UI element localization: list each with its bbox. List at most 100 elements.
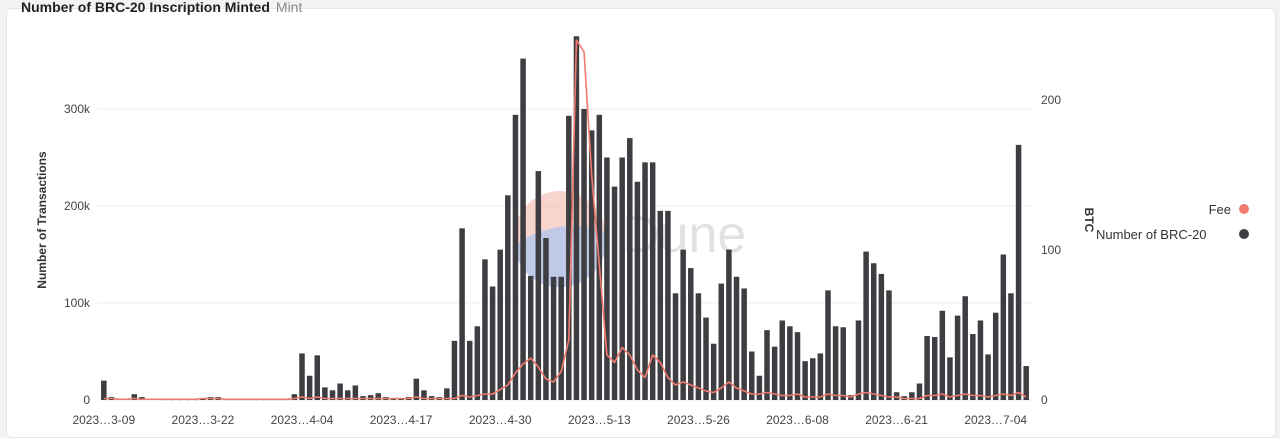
bar[interactable] bbox=[825, 290, 831, 400]
bar[interactable] bbox=[413, 378, 420, 400]
bar[interactable] bbox=[421, 390, 427, 400]
bar[interactable] bbox=[756, 375, 763, 400]
x-tick-label: 2023…4-30 bbox=[469, 413, 532, 427]
bar[interactable] bbox=[855, 320, 862, 400]
bar[interactable] bbox=[520, 58, 526, 401]
bar[interactable] bbox=[543, 238, 549, 400]
bar[interactable] bbox=[665, 210, 671, 400]
bar[interactable] bbox=[489, 286, 496, 400]
bar[interactable] bbox=[718, 283, 725, 400]
bar[interactable] bbox=[916, 383, 923, 400]
bar[interactable] bbox=[688, 268, 694, 400]
bar[interactable] bbox=[909, 392, 915, 400]
bar[interactable] bbox=[101, 380, 107, 400]
bar[interactable] bbox=[367, 395, 374, 400]
bar[interactable] bbox=[886, 290, 892, 400]
bar[interactable] bbox=[451, 340, 458, 400]
bar[interactable] bbox=[672, 293, 679, 400]
bar[interactable] bbox=[1015, 144, 1022, 400]
bar[interactable] bbox=[931, 336, 938, 400]
bar[interactable] bbox=[992, 312, 999, 400]
bar[interactable] bbox=[588, 130, 595, 400]
bar[interactable] bbox=[703, 317, 709, 400]
bar[interactable] bbox=[741, 288, 747, 400]
bar[interactable] bbox=[726, 249, 732, 400]
bar[interactable] bbox=[619, 157, 625, 401]
bar[interactable] bbox=[779, 320, 785, 400]
bar[interactable] bbox=[1008, 293, 1014, 400]
bar[interactable] bbox=[764, 330, 770, 400]
x-tick-label: 2023…5-13 bbox=[568, 413, 631, 427]
bar[interactable] bbox=[131, 394, 138, 400]
bar[interactable] bbox=[1000, 254, 1007, 401]
bar[interactable] bbox=[306, 375, 313, 400]
bar[interactable] bbox=[771, 346, 778, 400]
bar[interactable] bbox=[642, 162, 648, 400]
bar[interactable] bbox=[497, 249, 503, 400]
bar[interactable] bbox=[329, 390, 336, 400]
bar[interactable] bbox=[840, 327, 846, 400]
bar[interactable] bbox=[939, 310, 946, 400]
bar[interactable] bbox=[962, 296, 968, 400]
bar[interactable] bbox=[970, 334, 976, 400]
bar[interactable] bbox=[680, 249, 686, 400]
chart-title-main: Number of BRC-20 Inscription Minted bbox=[21, 0, 270, 15]
bar[interactable] bbox=[558, 276, 564, 400]
bar[interactable] bbox=[810, 358, 816, 400]
bar[interactable] bbox=[634, 181, 641, 400]
x-tick-label: 2023…7-04 bbox=[964, 413, 1027, 427]
bar[interactable] bbox=[985, 354, 991, 400]
bar[interactable] bbox=[505, 195, 511, 400]
bar[interactable] bbox=[314, 355, 320, 400]
bar[interactable] bbox=[802, 361, 808, 400]
bar[interactable] bbox=[444, 388, 450, 400]
bar[interactable] bbox=[649, 162, 656, 400]
bar[interactable] bbox=[870, 263, 877, 400]
bar[interactable] bbox=[352, 385, 359, 400]
bar[interactable] bbox=[291, 394, 298, 400]
bar[interactable] bbox=[611, 186, 618, 400]
bar[interactable] bbox=[977, 320, 984, 400]
bar[interactable] bbox=[863, 251, 869, 400]
bar[interactable] bbox=[947, 357, 953, 400]
bar[interactable] bbox=[1023, 366, 1029, 400]
chart-subtitle: Mint bbox=[275, 0, 303, 15]
y2-tick-label: 0 bbox=[1041, 393, 1048, 407]
bar[interactable] bbox=[512, 114, 519, 400]
bar[interactable] bbox=[299, 353, 305, 400]
bar[interactable] bbox=[322, 387, 328, 400]
x-tick-label: 2023…5-26 bbox=[667, 413, 730, 427]
bar[interactable] bbox=[733, 276, 740, 400]
bar[interactable] bbox=[573, 36, 580, 400]
bar[interactable] bbox=[893, 392, 900, 400]
bar[interactable] bbox=[794, 332, 801, 400]
legend: Fee Number of BRC-20 bbox=[1096, 202, 1249, 242]
bar[interactable] bbox=[459, 228, 465, 400]
bar[interactable] bbox=[337, 383, 343, 400]
bar[interactable] bbox=[550, 276, 557, 400]
bar[interactable] bbox=[604, 157, 610, 401]
bar[interactable] bbox=[566, 115, 572, 400]
bar[interactable] bbox=[954, 315, 961, 400]
bar[interactable] bbox=[627, 138, 633, 400]
bar[interactable] bbox=[657, 210, 664, 400]
bar[interactable] bbox=[832, 326, 839, 400]
bar[interactable] bbox=[878, 273, 885, 400]
bar[interactable] bbox=[482, 259, 488, 400]
bar[interactable] bbox=[535, 171, 542, 400]
bar[interactable] bbox=[375, 393, 381, 400]
bar[interactable] bbox=[581, 109, 587, 400]
bar[interactable] bbox=[466, 340, 473, 400]
bar[interactable] bbox=[474, 326, 481, 400]
bar[interactable] bbox=[787, 326, 793, 400]
legend-item-brc20[interactable]: Number of BRC-20 bbox=[1096, 227, 1249, 242]
bar[interactable] bbox=[924, 335, 930, 400]
bar[interactable] bbox=[695, 293, 702, 400]
bar[interactable] bbox=[345, 390, 351, 400]
bar[interactable] bbox=[817, 353, 824, 400]
legend-item-fee[interactable]: Fee bbox=[1209, 202, 1249, 217]
bar[interactable] bbox=[710, 343, 717, 400]
bar[interactable] bbox=[749, 351, 755, 401]
bar[interactable] bbox=[527, 275, 534, 400]
chart-card: Number of BRC-20 Inscription Minted Mint bbox=[6, 0, 1276, 438]
